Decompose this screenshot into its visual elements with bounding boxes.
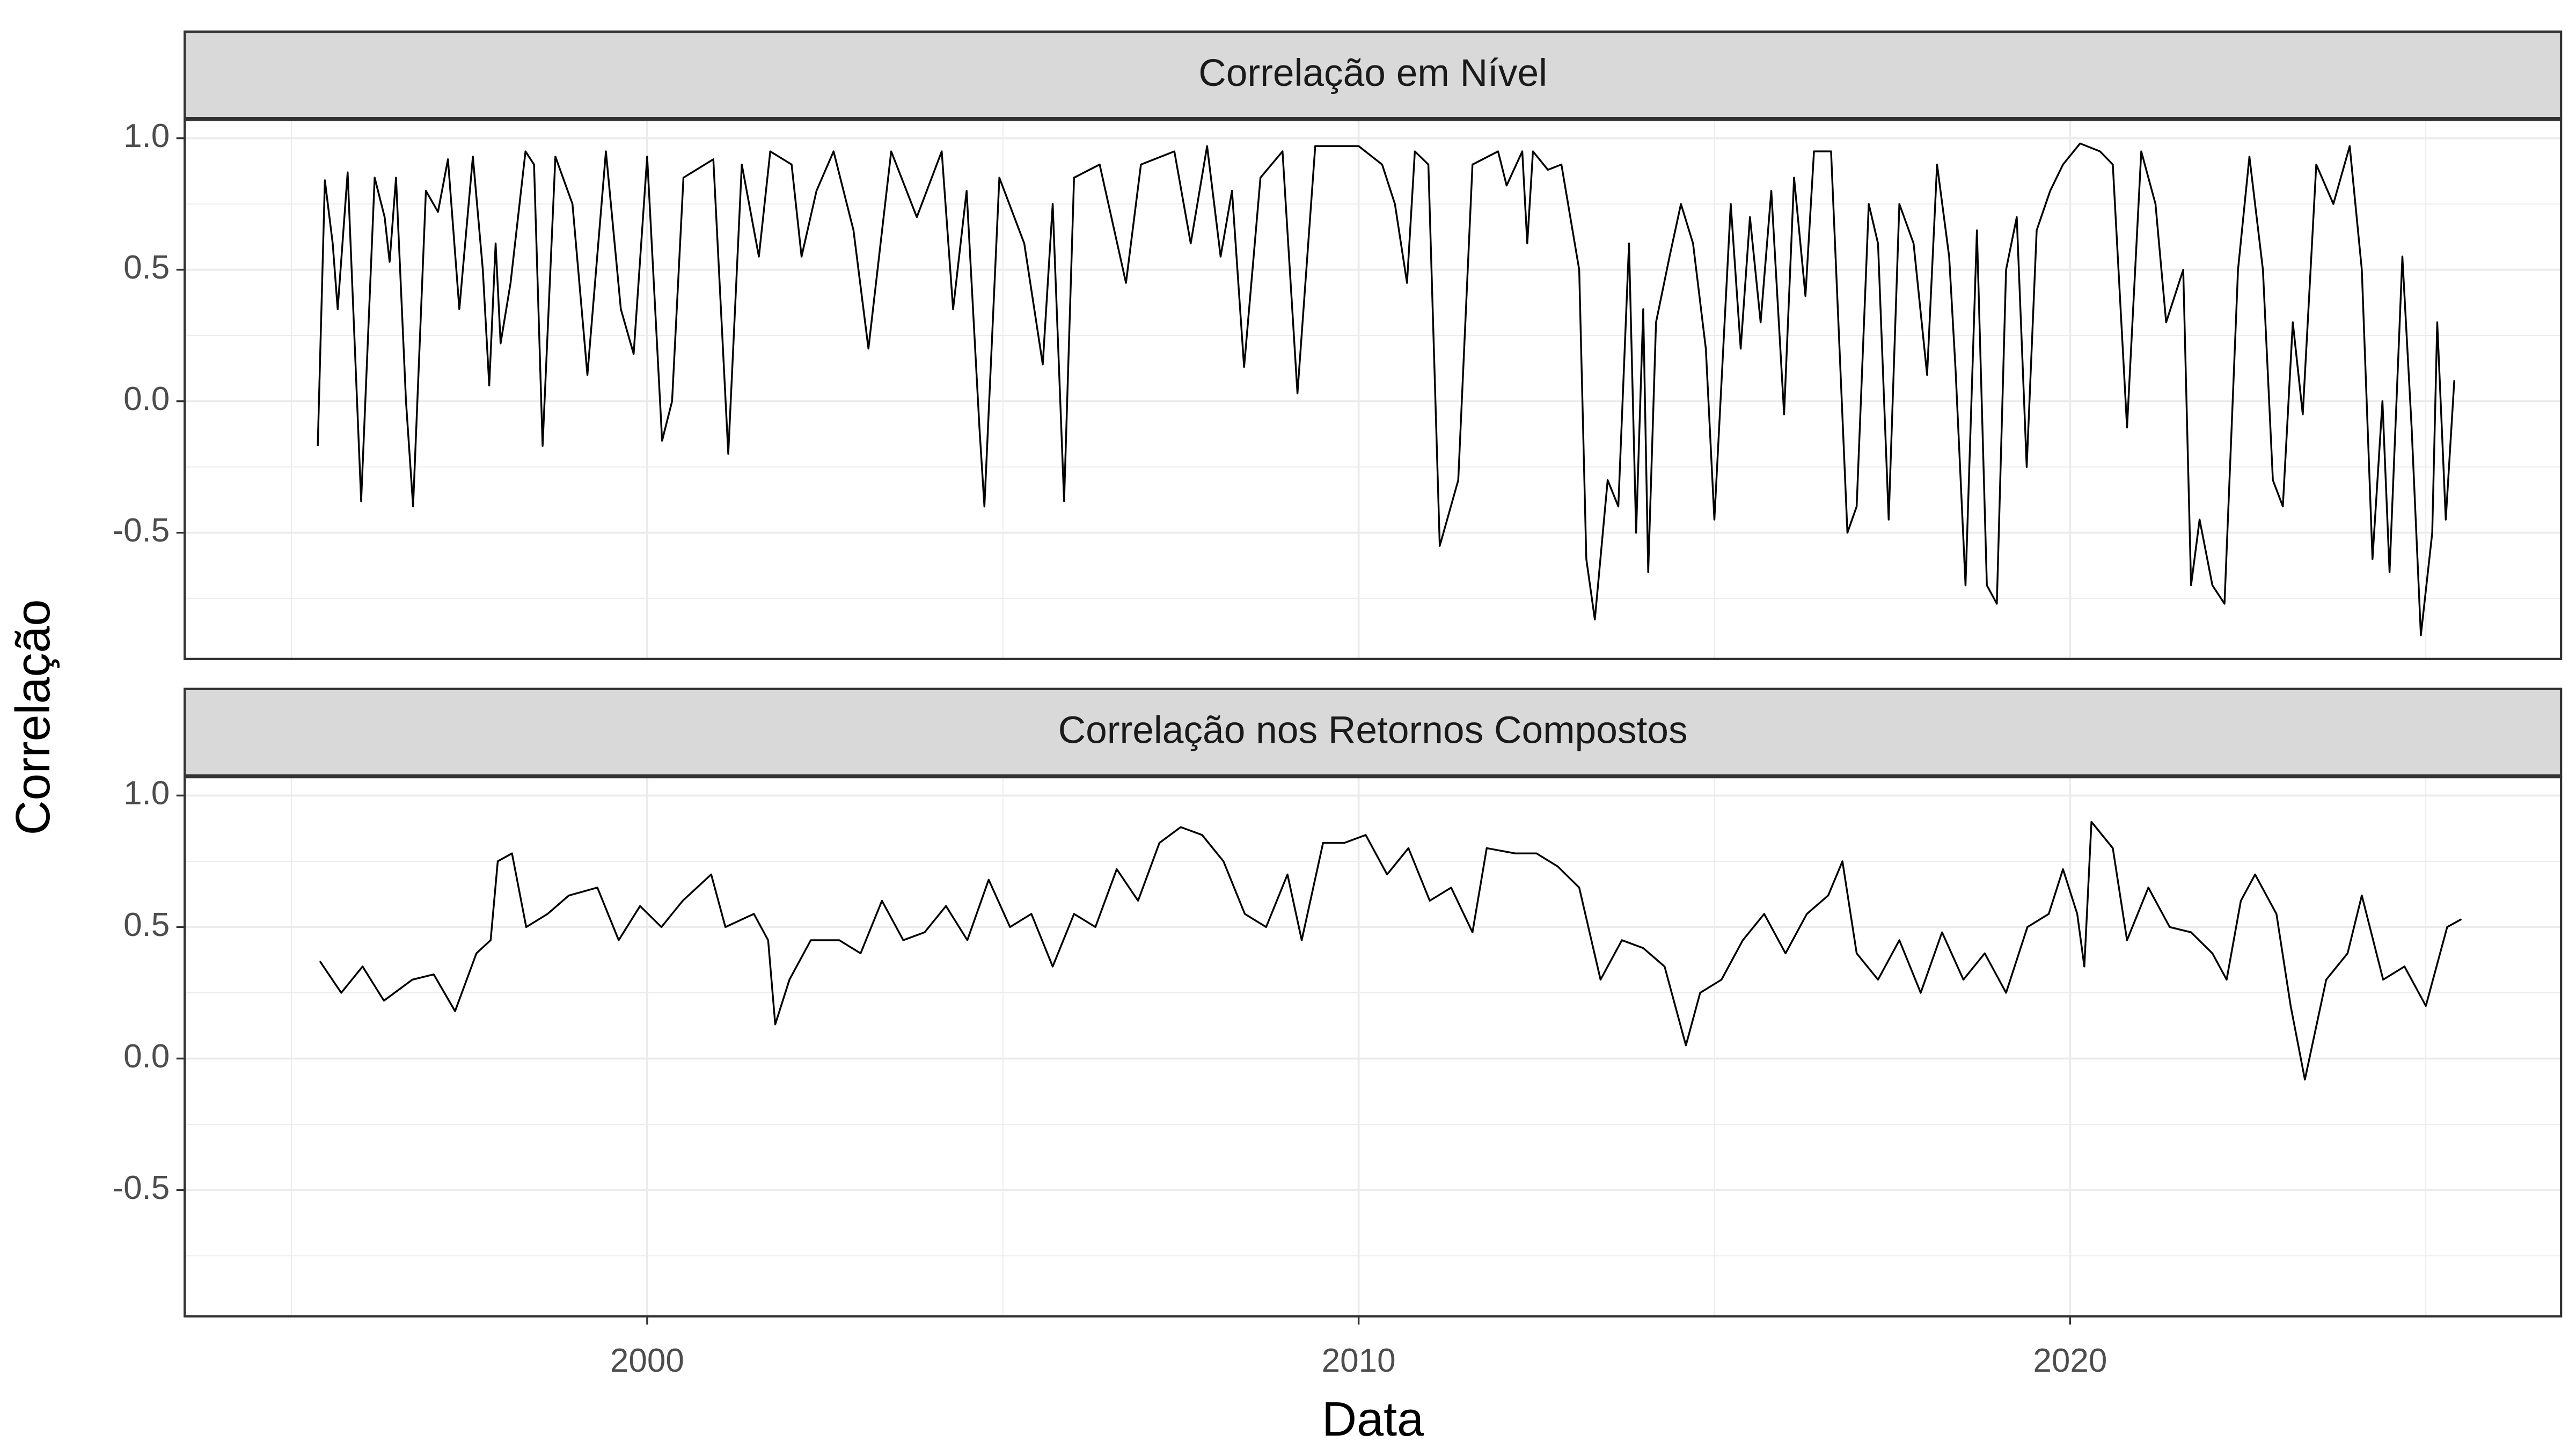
strip-title: Correlação nos Retornos Compostos: [1058, 709, 1688, 752]
panel-background: [185, 120, 2562, 659]
series-line: [317, 142, 2455, 636]
y-axis-title: Correlação: [6, 599, 60, 836]
x-axis-title: Data: [1322, 1393, 1424, 1446]
y-tick-label: 0.0: [123, 380, 170, 418]
strip: [184, 30, 2563, 120]
panel-border: [184, 775, 2563, 1318]
y-tick-label: 1.0: [123, 118, 170, 155]
y-tick-label: 0.5: [123, 906, 170, 943]
x-tick-label: 2010: [1322, 1342, 1396, 1379]
x-tick-label: 2000: [610, 1342, 684, 1379]
y-tick-label: 0.5: [123, 249, 170, 286]
x-tick-label: 2020: [2033, 1342, 2107, 1379]
panel-background: [185, 777, 2562, 1316]
strip-title: Correlação em Nível: [1198, 52, 1547, 94]
strip: [184, 687, 2563, 777]
y-tick-label: 1.0: [123, 775, 170, 812]
y-tick-label: -0.5: [112, 1169, 170, 1206]
y-tick-label: 0.0: [123, 1038, 170, 1075]
panel-border: [184, 119, 2563, 661]
y-tick-label: -0.5: [112, 512, 170, 549]
series-line: [319, 821, 2462, 1081]
